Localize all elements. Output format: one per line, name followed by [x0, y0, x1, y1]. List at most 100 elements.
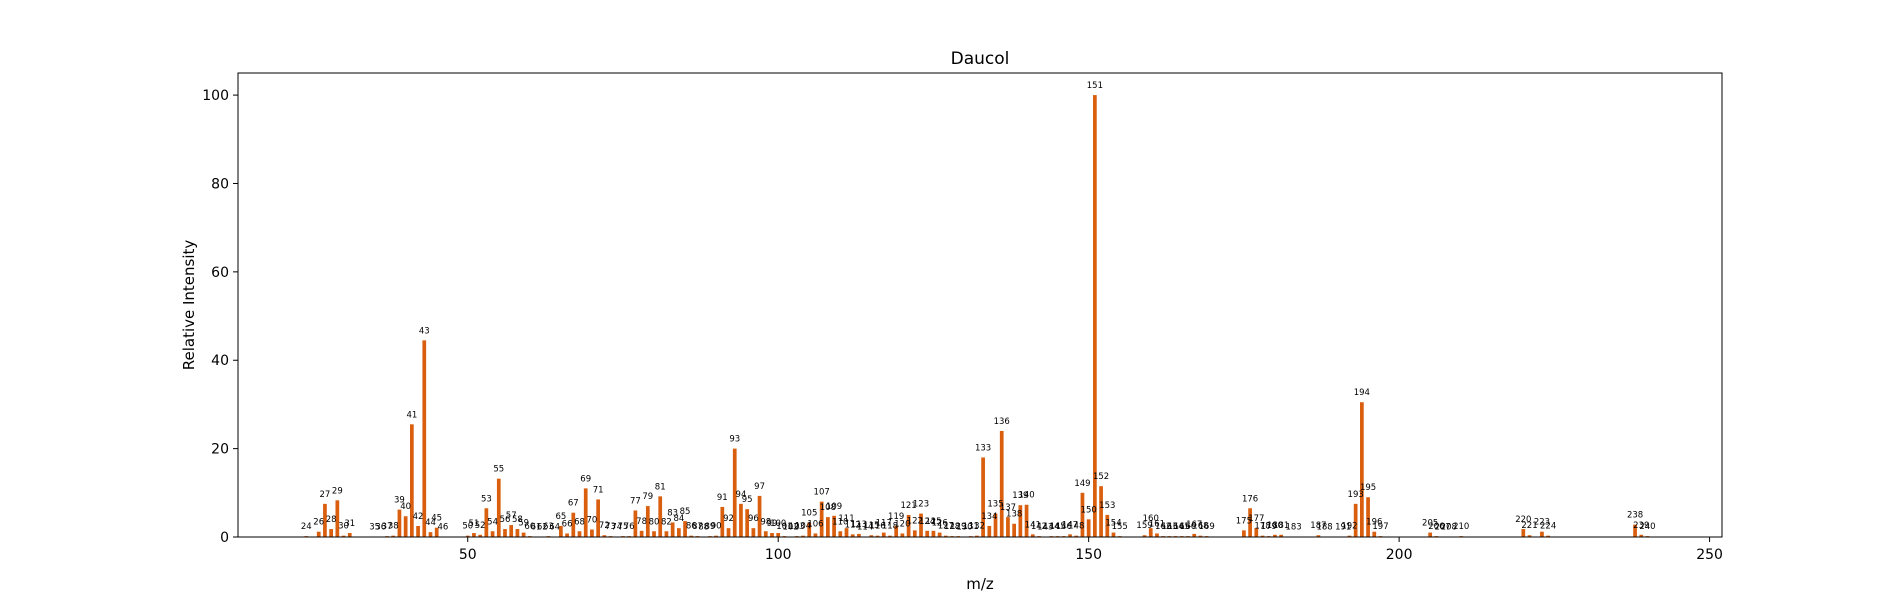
spectrum-bar	[925, 530, 930, 537]
spectrum-bar	[844, 528, 849, 537]
bar-value-label: 109	[826, 502, 842, 512]
spectrum-bar	[720, 506, 725, 537]
chart-title: Daucol	[951, 49, 1010, 69]
spectrum-bar	[583, 488, 588, 537]
bar-value-label: 127	[938, 522, 954, 532]
spectrum-bar	[1242, 530, 1246, 537]
bar-value-label: 73	[605, 522, 616, 532]
spectrum-bar	[639, 530, 644, 537]
bar-value-label: 166	[1180, 522, 1196, 532]
bar-value-label: 205	[1422, 519, 1438, 529]
spectrum-bar	[1347, 535, 1352, 537]
bar-value-label: 161	[1149, 519, 1165, 529]
bar-value-label: 196	[1366, 518, 1382, 528]
bar-value-label: 44	[425, 518, 436, 528]
bar-value-label: 55	[493, 465, 504, 475]
spectrum-bar	[981, 457, 985, 537]
bar-value-label: 126	[932, 519, 948, 529]
bar-value-label: 136	[994, 417, 1010, 427]
spectrum-bar	[745, 509, 750, 537]
spectrum-bar	[341, 535, 346, 537]
bar-value-label: 179	[1261, 522, 1277, 532]
bar-value-label: 88	[698, 523, 709, 533]
bar-value-label: 224	[1540, 522, 1556, 532]
bar-value-label: 144	[1043, 522, 1059, 532]
bar-value-label: 140	[1018, 491, 1034, 501]
bar-value-label: 80	[649, 517, 660, 527]
bar-value-label: 114	[857, 523, 873, 533]
bar-value-label: 177	[1248, 514, 1264, 524]
spectrum-bar	[751, 528, 756, 537]
bar-value-label: 62	[537, 523, 548, 533]
y-tick-label: 20	[211, 442, 229, 458]
bar-value-label: 26	[313, 518, 324, 528]
spectrum-bar	[1279, 534, 1284, 537]
spectrum-bar	[422, 340, 427, 537]
spectrum-bar	[894, 525, 899, 537]
spectrum-bar	[1248, 508, 1252, 537]
bar-value-label: 84	[673, 514, 684, 524]
spectrum-bar	[869, 535, 874, 537]
spectrum-bar	[857, 533, 861, 537]
bar-value-label: 27	[320, 490, 331, 500]
bar-value-label: 28	[326, 515, 337, 525]
bar-value-label: 107	[814, 488, 830, 498]
bar-value-label: 52	[475, 521, 486, 531]
y-tick-label: 80	[211, 176, 229, 192]
bar-value-label: 68	[574, 517, 585, 527]
bar-value-label: 194	[1354, 388, 1370, 398]
bar-value-label: 123	[913, 500, 929, 510]
bar-value-label: 63	[543, 522, 554, 532]
bar-value-label: 31	[344, 519, 355, 529]
spectrum-bar	[1111, 532, 1116, 537]
bar-value-label: 102	[783, 523, 799, 533]
spectrum-bar	[1198, 535, 1203, 537]
bar-value-label: 97	[754, 482, 765, 492]
bar-value-label: 149	[1074, 479, 1090, 489]
bar-value-label: 95	[742, 495, 753, 505]
x-axis-ticks: 50 100 150 200 250	[459, 537, 1723, 563]
y-tick-label: 60	[211, 265, 229, 281]
bar-value-label: 85	[680, 507, 691, 517]
bar-value-label: 181	[1273, 521, 1289, 531]
spectrum-bar	[1142, 535, 1147, 537]
bar-value-label: 118	[882, 522, 898, 532]
spectrum-bar	[645, 506, 650, 537]
bar-value-label: 54	[487, 517, 498, 527]
bar-value-label: 67	[568, 499, 579, 509]
spectrum-bar	[633, 510, 638, 537]
x-tick-label: 50	[459, 547, 477, 563]
bar-value-label: 99	[767, 519, 778, 529]
spectrum-bar	[1527, 535, 1532, 537]
spectrum-bar	[807, 522, 812, 537]
spectrum-bar	[664, 531, 669, 537]
bar-value-label: 112	[845, 520, 861, 530]
bar-value-label: 138	[1006, 510, 1022, 520]
bar-value-label: 129	[950, 522, 966, 532]
bar-value-label: 116	[869, 522, 885, 532]
spectrum-bar	[335, 500, 340, 537]
bar-value-label: 187	[1310, 521, 1326, 531]
bar-value-label: 71	[593, 485, 604, 495]
bar-value-label: 124	[919, 517, 935, 527]
bar-value-label: 133	[975, 443, 991, 453]
spectrum-bar	[397, 509, 402, 537]
bar-value-label: 115	[863, 521, 879, 531]
spectrum-bar	[1080, 492, 1085, 537]
bar-value-label: 42	[413, 512, 424, 522]
bar-value-label: 83	[667, 508, 678, 518]
bar-value-label: 139	[1012, 491, 1028, 501]
spectrum-bar	[472, 533, 476, 537]
bar-value-label: 131	[963, 522, 979, 532]
spectrum-bar	[943, 535, 948, 537]
spectrum-bar	[1521, 529, 1526, 537]
bar-value-label: 103	[789, 522, 805, 532]
bar-value-label: 51	[469, 519, 480, 529]
spectrum-bar	[732, 448, 737, 537]
bar-value-label: 163	[1161, 522, 1177, 532]
bar-value-label: 178	[1254, 522, 1270, 532]
spectrum-bar	[416, 525, 420, 537]
bar-value-label: 58	[512, 515, 523, 525]
spectrum-bar	[1105, 514, 1110, 537]
